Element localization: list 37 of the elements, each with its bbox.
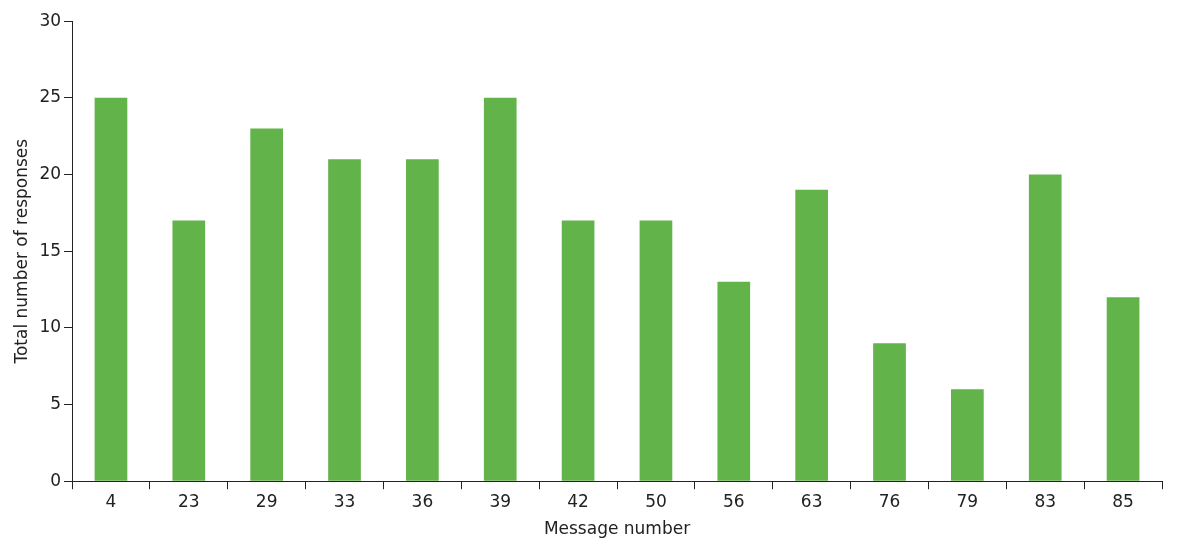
bar [561, 220, 595, 481]
bar [1028, 174, 1062, 481]
y-tick-label: 15 [39, 239, 62, 260]
y-tick-label: 10 [39, 316, 62, 337]
x-tick-label: 83 [1034, 490, 1057, 511]
x-tick-label: 29 [255, 490, 278, 511]
x-tick-label: 4 [105, 490, 117, 511]
bar [328, 159, 361, 481]
bar [172, 220, 206, 481]
x-tick-label: 33 [333, 490, 356, 511]
x-tick-label: 76 [878, 490, 901, 511]
x-axis-title: Message number [543, 518, 691, 539]
y-tick-label: 30 [39, 9, 62, 30]
x-tick-label: 23 [177, 490, 200, 511]
bar [873, 343, 906, 481]
x-tick-label: 56 [722, 490, 745, 511]
y-tick-label: 25 [39, 86, 62, 107]
x-tick-label: 39 [489, 490, 512, 511]
bar [483, 97, 517, 481]
x-tick-label: 36 [411, 490, 434, 511]
x-tick-label: 85 [1112, 490, 1134, 511]
y-tick-label: 20 [39, 162, 62, 183]
bar [1106, 297, 1140, 481]
bar [406, 159, 439, 481]
bar [717, 281, 751, 481]
bar [639, 220, 673, 481]
bar [951, 389, 984, 481]
x-tick-label: 42 [567, 490, 589, 511]
bar [250, 128, 284, 481]
y-tick-label: 0 [50, 469, 62, 490]
bar [94, 97, 128, 481]
y-tick-label: 5 [50, 392, 62, 413]
y-axis-title: Total number of responses [10, 138, 31, 365]
bar [795, 189, 828, 481]
x-tick-label: 79 [956, 490, 979, 511]
x-tick-label: 50 [645, 490, 667, 511]
x-tick-label: 63 [800, 490, 823, 511]
